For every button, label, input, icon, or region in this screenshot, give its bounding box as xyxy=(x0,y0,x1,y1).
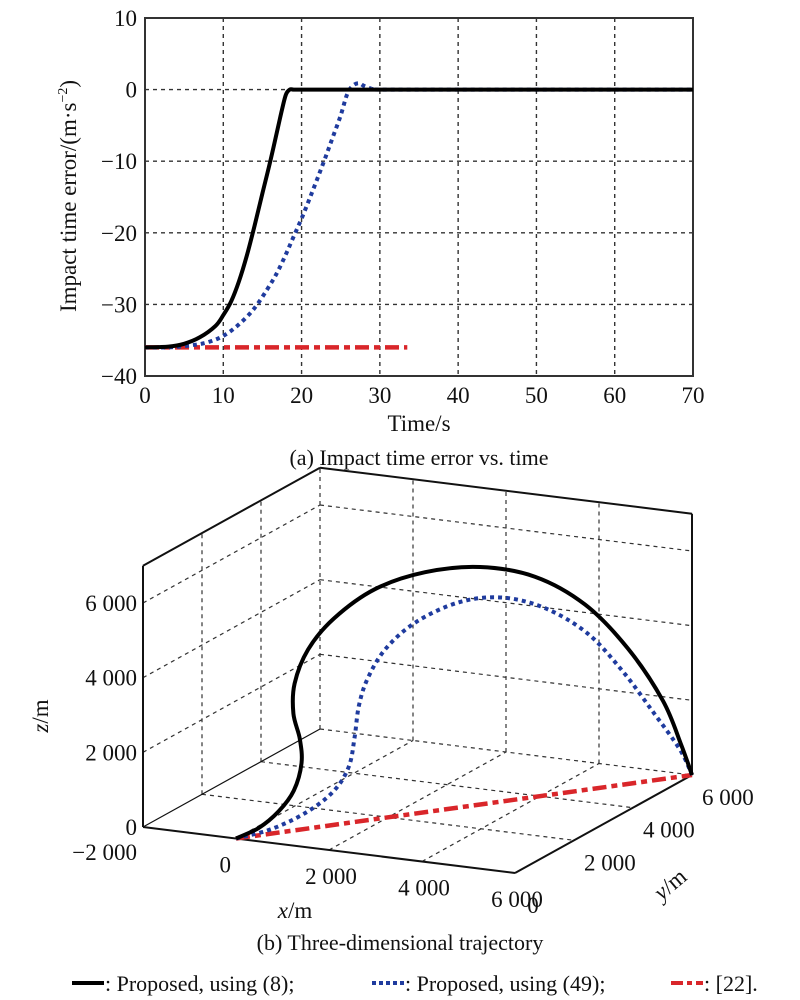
y-tick-label: 10 xyxy=(114,6,137,31)
y-tick-labels: 10 0 −10 −20 −30 −40 xyxy=(101,6,137,389)
impact-time-error-chart: 0 10 20 30 40 50 60 70 10 0 −10 −20 −30 −40 Time/s I… xyxy=(56,6,705,470)
plot-frame xyxy=(144,17,694,377)
legend-label-proposed-8: : Proposed, using (8); xyxy=(105,971,294,996)
y-tick-label: −20 xyxy=(101,221,137,246)
y-tick-label: −10 xyxy=(101,149,137,174)
y-tick-label: −30 xyxy=(101,292,137,317)
y-tick-label-3d: 0 xyxy=(527,893,539,918)
x-tick-label: 70 xyxy=(682,383,705,408)
y-tick-label-3d: 2 000 xyxy=(584,850,636,875)
back-wall-grid-z xyxy=(319,653,693,701)
back-wall-grid-z xyxy=(319,579,693,627)
x-tick-labels: 0 10 20 30 40 50 60 70 xyxy=(139,383,704,408)
y-tick-label: −40 xyxy=(101,364,137,389)
x-start-tick-label: −2 000 xyxy=(72,840,137,865)
trajectory-line-dotted xyxy=(235,595,694,841)
y-axis-label-3d: y/m xyxy=(647,864,691,907)
back-wall-grid-z xyxy=(319,504,693,552)
trajectory-line-dashdot xyxy=(235,772,693,841)
y-tick-label-3d: 6 000 xyxy=(702,785,754,810)
y-axis-label-superscript: −2 xyxy=(56,88,71,103)
y-tick-label-3d: 4 000 xyxy=(643,818,695,843)
series-group xyxy=(144,81,693,350)
legend-label-proposed-49: : Proposed, using (49); xyxy=(405,971,605,996)
x-tick-label: 50 xyxy=(525,383,548,408)
z-axis-label: z/m xyxy=(28,699,53,733)
left-wall-grid-z xyxy=(142,653,321,753)
x-tick-label-3d: 6 000 xyxy=(491,887,543,912)
y-tick-label: 0 xyxy=(126,78,138,103)
x-tick-label: 0 xyxy=(139,383,151,408)
x-tick-label-3d: 0 xyxy=(220,853,232,878)
y-axis-label-close: ) xyxy=(56,80,81,88)
z-tick-label: 0 xyxy=(126,815,138,840)
x-tick-label: 30 xyxy=(368,383,391,408)
x-axis-label: Time/s xyxy=(387,411,450,436)
x-tick-label: 40 xyxy=(447,383,470,408)
x-tick-label: 20 xyxy=(290,383,313,408)
box-floor-left-edge xyxy=(142,728,321,828)
x-axis-label-var: x xyxy=(277,898,289,923)
x-tick-label: 10 xyxy=(212,383,235,408)
y-axis-label-text: Impact time error/(m·s xyxy=(56,103,81,313)
series-line-solid xyxy=(144,87,693,350)
floor-grid-x xyxy=(421,762,600,863)
legend-label-ref-22: : [22]. xyxy=(704,971,758,996)
left-wall-grid-z xyxy=(142,504,321,604)
x-axis-line xyxy=(142,826,516,874)
z-axis-label-unit: /m xyxy=(28,699,53,723)
x-tick-label-3d: 4 000 xyxy=(398,876,450,901)
x-axis-label-3d: x/m xyxy=(277,898,313,923)
x-axis-label-unit: /m xyxy=(288,898,312,923)
z-tick-label: 6 000 xyxy=(85,591,137,616)
axes-box-3d xyxy=(142,466,693,874)
box-top-back-edge xyxy=(319,466,693,515)
chart-a-caption: (a) Impact time error vs. time xyxy=(289,445,548,470)
chart-b-caption: (b) Three-dimensional trajectory xyxy=(257,930,544,955)
z-tick-label: 4 000 xyxy=(85,666,137,691)
legend: : Proposed, using (8); : Proposed, using… xyxy=(72,971,758,996)
z-axis-label-var: z xyxy=(28,724,53,734)
floor-grid-x xyxy=(328,751,507,851)
trajectory-line-solid xyxy=(235,564,694,841)
x-tick-label: 60 xyxy=(603,383,626,408)
y-axis-label: Impact time error/(m·s−2) xyxy=(56,80,81,312)
floor-grid-y xyxy=(260,761,634,809)
box-top-left-edge xyxy=(142,466,321,567)
grid-lines xyxy=(145,18,693,376)
x-tick-label-3d: 2 000 xyxy=(305,864,357,889)
left-wall-grid-z xyxy=(142,579,321,679)
y-axis-line xyxy=(514,774,693,874)
series-group-3d xyxy=(235,564,694,841)
z-tick-label: 2 000 xyxy=(85,740,137,765)
